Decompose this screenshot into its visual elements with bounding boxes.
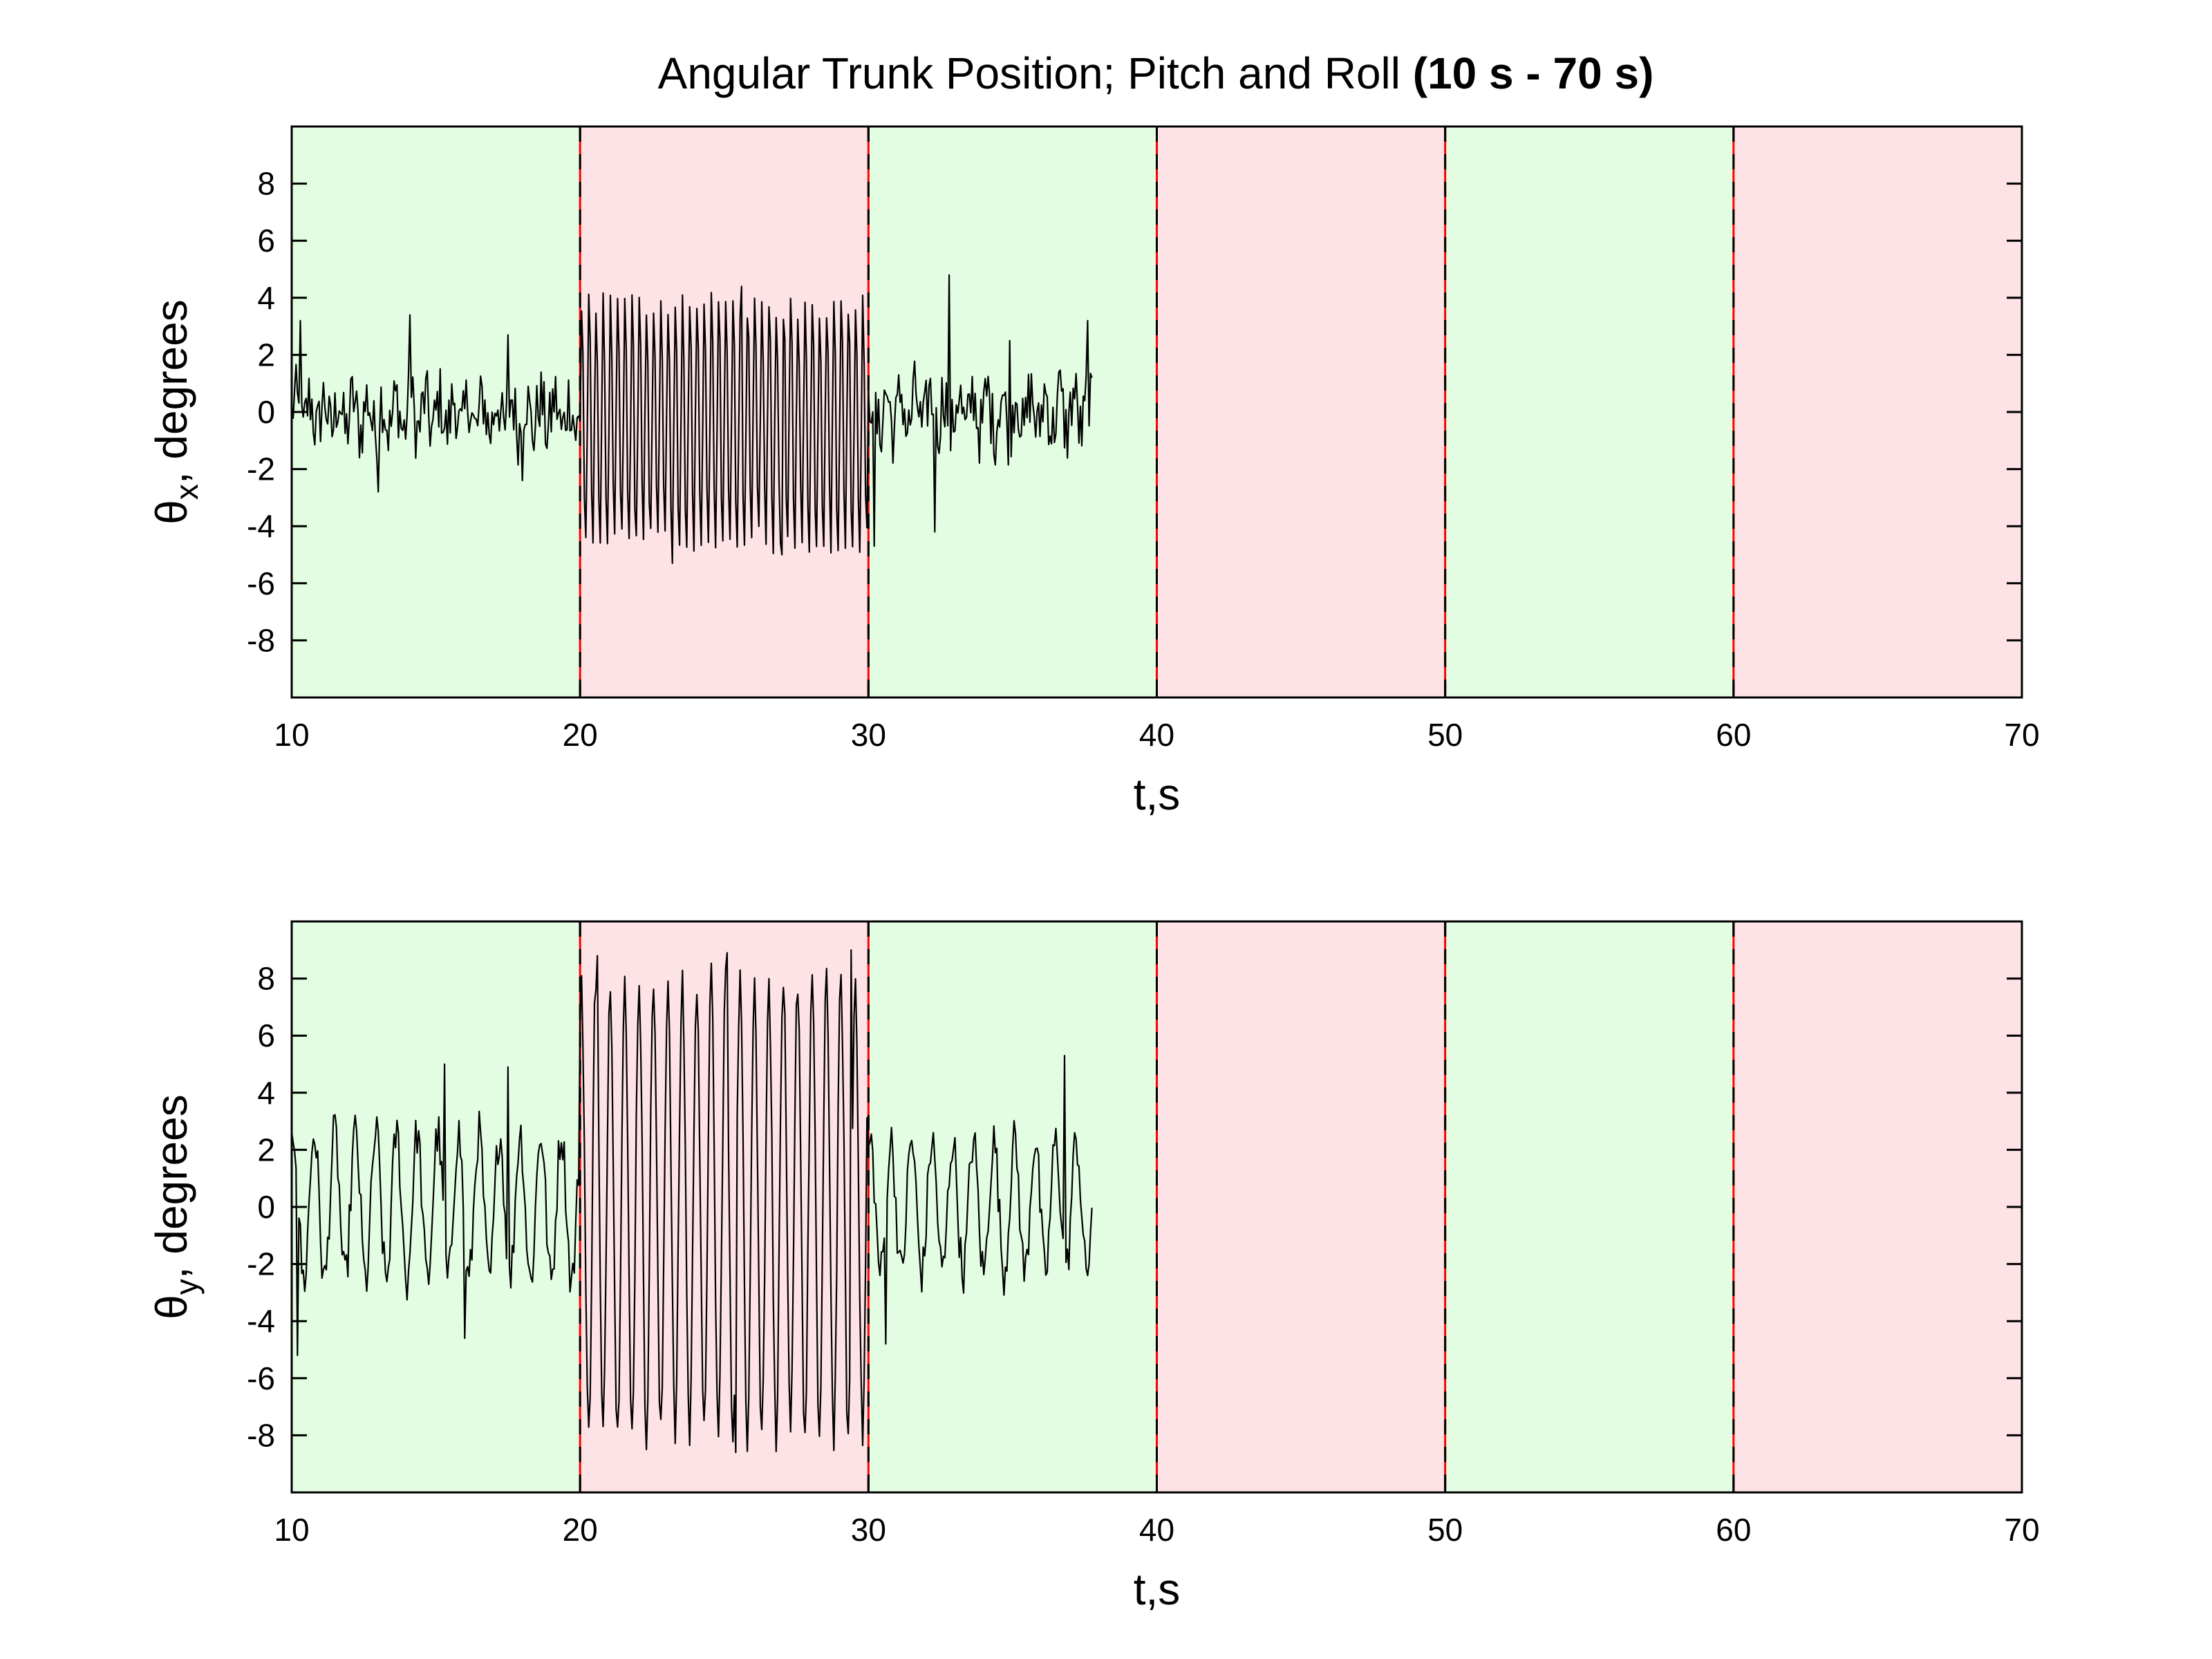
roll-ytick-label-2: 4 <box>257 1075 275 1111</box>
roll-x-axis-label: t,s <box>1134 1564 1181 1614</box>
roll-xtick-label-2: 30 <box>851 1512 886 1548</box>
pitch-trace <box>290 274 1093 564</box>
pitch-x-axis-label: t,s <box>1134 769 1181 819</box>
pitch-xtick-label-6: 70 <box>2004 717 2039 753</box>
pitch-segment-4-stable <box>1445 126 1734 697</box>
pitch-xtick-label-4: 50 <box>1427 717 1463 753</box>
roll-xtick-label-5: 60 <box>1716 1512 1751 1548</box>
pitch-y-label-text: , degrees <box>147 299 196 484</box>
roll-ytick-label-1: 6 <box>257 1018 275 1053</box>
roll-xtick-label-3: 40 <box>1139 1512 1174 1548</box>
pitch-segment-5-perturbed <box>1733 126 2022 697</box>
chart-title-main: Angular Trunk Position; Pitch and Roll <box>658 48 1400 98</box>
chart-title: Angular Trunk Position; Pitch and Roll (… <box>658 48 1654 98</box>
pitch-xtick-label-1: 20 <box>563 717 598 753</box>
roll-y-label-symbol: θ <box>147 1295 196 1320</box>
pitch-y-label-subscript: x <box>169 484 205 500</box>
pitch-xtick-label-2: 30 <box>851 717 886 753</box>
pitch-segments <box>292 126 2022 697</box>
roll-ytick-label-3: 2 <box>257 1132 275 1168</box>
chart-title-range: (10 s - 70 s) <box>1413 48 1654 98</box>
roll-ytick-label-8: -8 <box>247 1417 275 1453</box>
roll-ytick-label-6: -4 <box>247 1303 275 1339</box>
pitch-ytick-label-1: 6 <box>257 223 275 259</box>
pitch-segment-3-perturbed <box>1156 126 1445 697</box>
roll-ytick-label-7: -6 <box>247 1360 275 1396</box>
roll-xtick-label-1: 20 <box>563 1512 598 1548</box>
pitch-ytick-label-8: -8 <box>247 622 275 658</box>
roll-trace <box>290 949 1093 1454</box>
pitch-y-label-symbol: θ <box>147 500 196 525</box>
roll-segment-0-stable <box>292 921 581 1492</box>
roll-segment-5-perturbed <box>1733 921 2022 1492</box>
pitch-ytick-label-6: -4 <box>247 508 275 544</box>
roll-segment-3-perturbed <box>1156 921 1445 1492</box>
pitch-xtick-label-0: 10 <box>274 717 309 753</box>
roll-y-label-text: , degrees <box>147 1094 196 1279</box>
pitch-y-axis-label: θx, degrees <box>147 299 205 524</box>
pitch-ytick-label-4: 0 <box>257 394 275 430</box>
pitch-xtick-label-5: 60 <box>1716 717 1751 753</box>
roll-y-label-subscript: y <box>169 1279 205 1295</box>
roll-segments <box>292 921 2022 1492</box>
pitch-xtick-label-3: 40 <box>1139 717 1174 753</box>
pitch-ytick-label-2: 4 <box>257 280 275 316</box>
roll-ytick-label-4: 0 <box>257 1189 275 1225</box>
roll-ytick-label-0: 8 <box>257 961 275 997</box>
roll-ytick-label-5: -2 <box>247 1246 275 1282</box>
roll-segment-4-stable <box>1445 921 1734 1492</box>
roll-y-axis-label: θy, degrees <box>147 1094 205 1319</box>
roll-segment-2-stable <box>868 921 1157 1492</box>
pitch-ytick-label-5: -2 <box>247 451 275 487</box>
roll-xtick-label-0: 10 <box>274 1512 309 1548</box>
roll-xtick-label-4: 50 <box>1427 1512 1463 1548</box>
roll-xtick-label-6: 70 <box>2004 1512 2039 1548</box>
pitch-ytick-label-7: -6 <box>247 565 275 601</box>
pitch-ytick-label-3: 2 <box>257 337 275 373</box>
pitch-ytick-label-0: 8 <box>257 166 275 202</box>
